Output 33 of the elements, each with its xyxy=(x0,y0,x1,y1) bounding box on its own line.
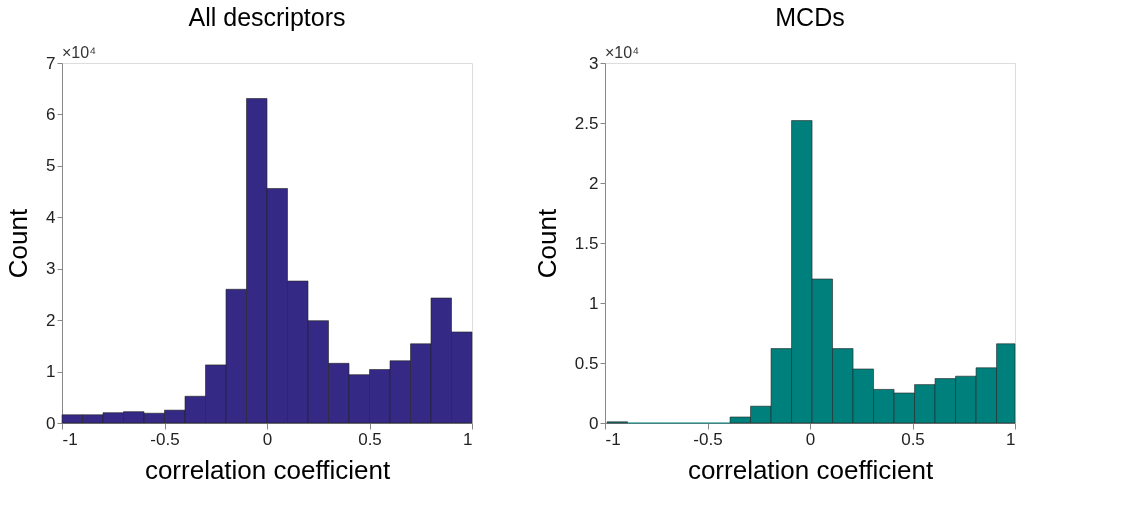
y-axis-title: Count xyxy=(531,208,562,279)
y-tick-label: 5 xyxy=(46,156,56,176)
x-tick-label: -1 xyxy=(62,429,78,449)
x-tick-label: 1 xyxy=(463,429,473,449)
x-tick-label: 1 xyxy=(1006,429,1016,449)
y-tick-label: 2 xyxy=(46,310,56,330)
x-tick-label: 0.5 xyxy=(901,429,925,449)
chart-title: All descriptors xyxy=(188,3,346,31)
y-tick-label: 3 xyxy=(589,53,599,73)
y-tick-label: 1.5 xyxy=(574,233,599,253)
y-tick-label: 2.5 xyxy=(574,113,599,133)
y-axis-title: Count xyxy=(3,208,34,279)
text: ×10⁴ xyxy=(62,44,97,61)
x-tick-label: 0.5 xyxy=(358,429,382,449)
x-tick-label: -1 xyxy=(605,429,621,449)
x-tick-label: 0 xyxy=(262,429,273,449)
x-axis-title: correlation coefficient xyxy=(144,454,391,485)
y-tick-label: 2 xyxy=(589,173,599,193)
y-tick-label: 4 xyxy=(46,207,56,227)
chart-title: MCDs xyxy=(775,3,845,31)
x-axis-title: correlation coefficient xyxy=(687,454,934,485)
text: ×10⁴ xyxy=(605,44,640,61)
y-tick-label: 0 xyxy=(589,413,599,433)
y-tick-label: 7 xyxy=(46,53,56,73)
x-tick-label: -0.5 xyxy=(150,429,180,449)
y-tick-label: 1 xyxy=(46,362,56,382)
y-tick-label: 6 xyxy=(46,104,56,124)
y-tick-label: 3 xyxy=(46,259,56,279)
y-tick-label: 0 xyxy=(46,413,56,433)
x-tick-label: 0 xyxy=(805,429,816,449)
y-tick-label: 0.5 xyxy=(574,353,599,373)
x-tick-label: -0.5 xyxy=(693,429,723,449)
y-tick-label: 1 xyxy=(589,293,599,313)
